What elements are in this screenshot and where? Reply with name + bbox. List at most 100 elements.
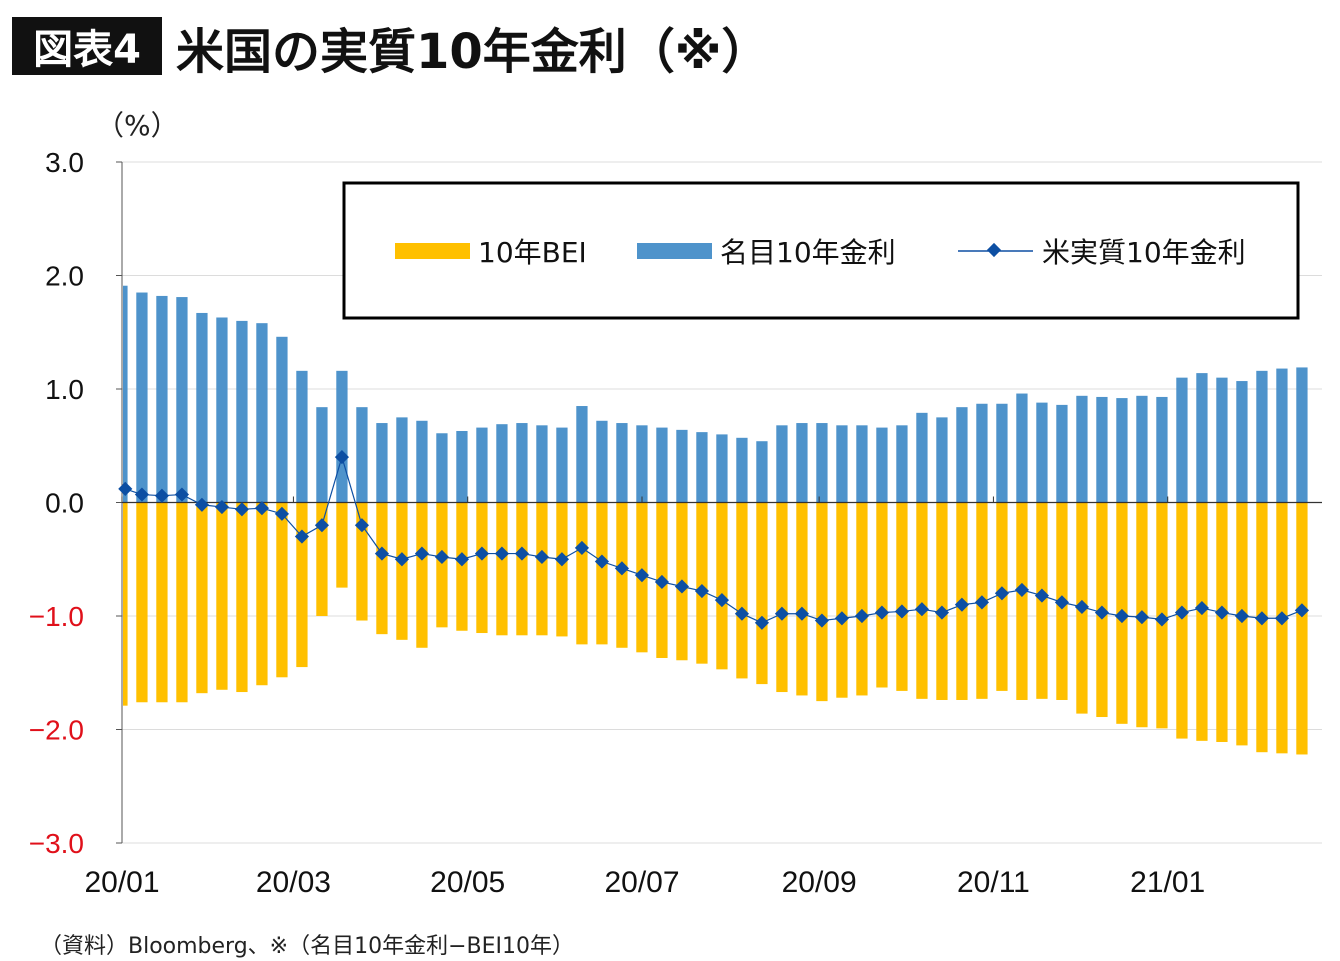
real-rate-marker — [874, 605, 889, 620]
bar-nominal — [1136, 395, 1148, 503]
bar-nominal — [1056, 404, 1068, 503]
real-rate-marker — [1274, 611, 1289, 626]
real-rate-marker — [1194, 600, 1209, 616]
real-rate-marker — [174, 487, 189, 502]
bar-nominal — [396, 417, 408, 503]
real-rate-marker — [134, 487, 149, 502]
real-rate-marker — [614, 561, 629, 576]
y-axis-unit: （%） — [96, 109, 179, 142]
real-rate-marker — [734, 606, 749, 621]
bar-nominal — [976, 403, 988, 503]
real-rate-marker — [974, 595, 989, 610]
real-rate-marker — [374, 546, 389, 561]
real-rate-marker — [534, 549, 549, 565]
bar-nominal — [1156, 396, 1168, 503]
legend-box — [342, 181, 1300, 320]
real-rate-marker — [1094, 605, 1109, 620]
real-rate-marker — [394, 552, 409, 567]
figure-number-badge: 図表4 — [12, 17, 162, 75]
bar-nominal — [1256, 370, 1268, 503]
bar-bei — [756, 502, 768, 685]
bar-nominal — [136, 292, 148, 503]
bar-bei — [1016, 502, 1028, 700]
real-rate-marker — [1294, 603, 1309, 618]
bar-bei — [1256, 502, 1268, 753]
bar-nominal — [336, 370, 348, 503]
real-rate-marker — [1014, 582, 1029, 597]
real-rate-marker — [454, 552, 469, 567]
real-rate-marker — [574, 540, 589, 555]
y-tick-label: 1.0 — [45, 374, 84, 405]
bar-bei — [516, 502, 528, 636]
real-rate-marker — [1234, 608, 1249, 624]
bar-nominal — [296, 370, 308, 503]
chart-title: 米国の実質10年金利（※） — [176, 24, 770, 80]
bar-nominal — [716, 434, 728, 503]
bar-nominal — [256, 323, 268, 503]
real-rate-marker — [414, 546, 429, 561]
bar-bei — [936, 502, 948, 700]
bar-nominal — [1116, 398, 1128, 503]
real-rate-marker — [294, 529, 309, 544]
bar-nominal — [156, 295, 168, 503]
x-tick-label: 20/11 — [957, 866, 1030, 899]
bar-nominal — [1276, 368, 1288, 503]
bar-nominal — [1176, 377, 1188, 503]
bar-nominal — [476, 427, 488, 503]
real-rate-marker — [334, 450, 349, 465]
bar-nominal — [636, 425, 648, 503]
bar-bei — [836, 502, 848, 698]
x-tick-label: 21/01 — [1130, 866, 1205, 899]
bar-nominal — [656, 427, 668, 503]
bar-nominal — [123, 285, 128, 503]
bar-nominal — [516, 423, 528, 503]
bar-nominal — [616, 423, 628, 503]
real-rate-marker — [1174, 605, 1189, 620]
bar-bei — [876, 502, 888, 688]
real-rate-marker — [934, 605, 949, 620]
real-rate-marker — [694, 583, 709, 599]
bar-bei — [176, 502, 188, 703]
real-rate-marker — [834, 611, 849, 626]
real-rate-marker — [814, 613, 829, 628]
real-rate-marker — [214, 499, 229, 515]
bar-nominal — [376, 423, 388, 503]
real-rate-marker — [554, 552, 569, 567]
bar-nominal — [1236, 381, 1248, 503]
real-rate-marker — [354, 518, 369, 533]
legend-label-bei: 10年BEI — [478, 236, 587, 269]
bar-nominal — [736, 437, 748, 503]
real-rate-marker — [118, 481, 133, 496]
bar-bei — [356, 502, 368, 621]
bar-nominal — [1196, 373, 1208, 503]
real-rate-marker — [254, 501, 269, 516]
bar-nominal — [916, 412, 928, 503]
bar-bei — [396, 502, 408, 640]
bar-bei — [256, 502, 268, 686]
bar-bei — [456, 502, 468, 631]
bar-bei — [796, 502, 808, 696]
bar-nominal — [676, 429, 688, 503]
bar-nominal — [996, 403, 1008, 503]
real-rate-marker — [854, 608, 869, 624]
source-note: （資料）Bloomberg、※（名目10年金利−BEI10年） — [40, 934, 575, 959]
bar-nominal — [836, 425, 848, 503]
real-rate-marker — [1114, 608, 1129, 624]
bar-nominal — [556, 427, 568, 503]
bar-bei — [916, 502, 928, 699]
bar-bei — [436, 502, 448, 628]
legend-marker-real — [986, 242, 1002, 258]
bar-nominal — [576, 406, 588, 503]
real-rate-marker — [1134, 610, 1149, 625]
bar-nominal — [956, 407, 968, 503]
bar-bei — [556, 502, 568, 637]
real-rate-marker — [654, 574, 669, 590]
real-rate-marker — [794, 606, 809, 621]
bar-bei — [736, 502, 748, 679]
bar-bei — [316, 502, 328, 616]
y-tick-label: −1.0 — [29, 601, 84, 632]
bar-bei — [476, 502, 488, 634]
real-rate-marker — [894, 604, 909, 619]
